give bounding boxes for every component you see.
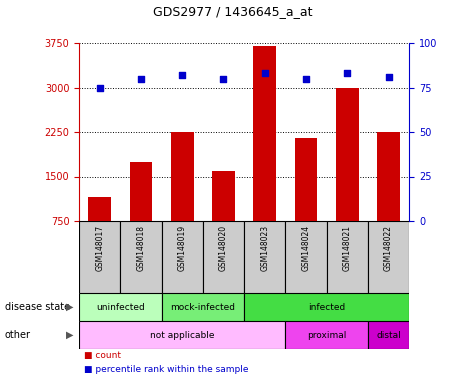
Text: ▶: ▶ — [66, 330, 73, 340]
Text: ■ percentile rank within the sample: ■ percentile rank within the sample — [84, 365, 248, 374]
Bar — [203, 221, 244, 293]
Bar — [253, 46, 276, 265]
Bar — [130, 162, 153, 265]
Text: GSM148018: GSM148018 — [136, 225, 146, 271]
Point — [179, 72, 186, 78]
Point — [220, 76, 227, 82]
Text: proximal: proximal — [307, 331, 346, 339]
Point — [302, 76, 310, 82]
Bar — [120, 221, 162, 293]
Text: GSM148020: GSM148020 — [219, 225, 228, 271]
Text: GDS2977 / 1436645_a_at: GDS2977 / 1436645_a_at — [153, 5, 312, 18]
Point — [96, 84, 103, 91]
Bar — [212, 170, 235, 265]
Text: GSM148021: GSM148021 — [343, 225, 352, 271]
Point — [137, 76, 145, 82]
Text: GSM148017: GSM148017 — [95, 225, 104, 271]
Bar — [79, 321, 286, 349]
Text: not applicable: not applicable — [150, 331, 214, 339]
Text: other: other — [5, 330, 31, 340]
Bar — [368, 321, 409, 349]
Text: infected: infected — [308, 303, 345, 311]
Bar — [79, 221, 120, 293]
Point — [344, 70, 351, 76]
Bar — [377, 132, 400, 265]
Bar — [295, 138, 318, 265]
Text: ■ count: ■ count — [84, 351, 121, 360]
Point — [385, 74, 392, 80]
Bar — [326, 221, 368, 293]
Bar — [244, 293, 409, 321]
Bar — [286, 221, 326, 293]
Bar — [171, 132, 193, 265]
Bar — [286, 321, 368, 349]
Bar — [162, 293, 244, 321]
Text: GSM148022: GSM148022 — [384, 225, 393, 271]
Text: uninfected: uninfected — [96, 303, 145, 311]
Bar — [162, 221, 203, 293]
Bar — [368, 221, 409, 293]
Bar — [88, 197, 111, 265]
Bar — [336, 88, 359, 265]
Text: GSM148019: GSM148019 — [178, 225, 187, 271]
Text: GSM148024: GSM148024 — [301, 225, 311, 271]
Bar — [79, 293, 162, 321]
Text: ▶: ▶ — [66, 302, 73, 312]
Text: mock-infected: mock-infected — [170, 303, 235, 311]
Text: GSM148023: GSM148023 — [260, 225, 269, 271]
Point — [261, 70, 268, 76]
Text: disease state: disease state — [5, 302, 70, 312]
Text: distal: distal — [376, 331, 401, 339]
Bar — [244, 221, 286, 293]
